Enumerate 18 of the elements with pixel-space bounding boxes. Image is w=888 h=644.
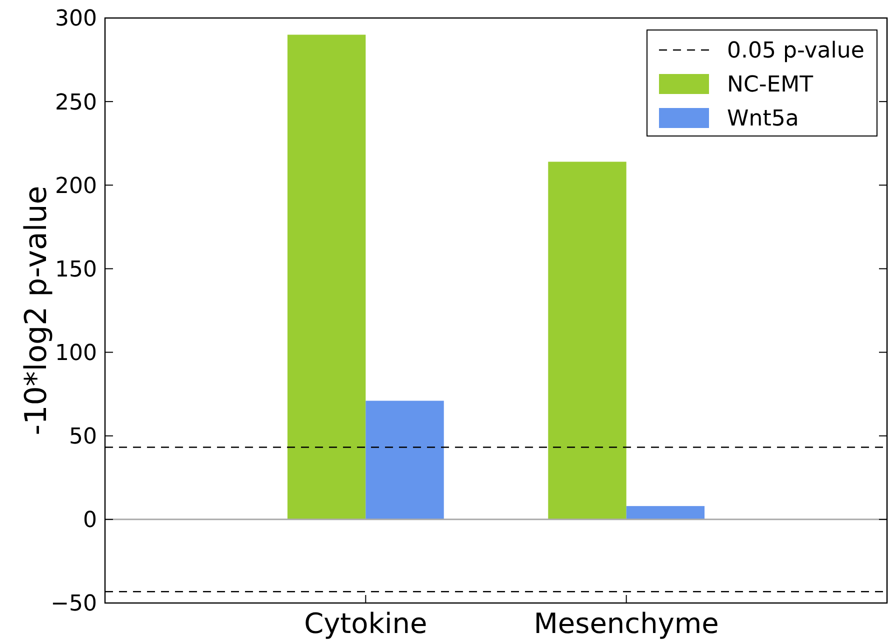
y-tick-label: 0 bbox=[83, 508, 97, 534]
bar bbox=[287, 34, 366, 520]
bar bbox=[548, 162, 626, 520]
x-tick-label: Cytokine bbox=[304, 607, 428, 640]
y-tick-label: −50 bbox=[50, 592, 97, 617]
bar bbox=[626, 506, 705, 520]
y-tick-label: 50 bbox=[69, 424, 97, 450]
x-tick-label: Mesenchyme bbox=[534, 607, 719, 640]
y-tick-label: 250 bbox=[55, 90, 97, 116]
y-tick-label: 100 bbox=[55, 340, 97, 366]
bar bbox=[366, 400, 444, 520]
legend-label: NC-EMT bbox=[727, 72, 814, 98]
y-tick-label: 150 bbox=[55, 257, 97, 282]
y-tick-label: 200 bbox=[55, 174, 97, 199]
y-tick-label: 300 bbox=[55, 6, 97, 32]
legend-label: Wnt5a bbox=[727, 106, 799, 132]
y-axis-title: -10*log2 p-value bbox=[19, 186, 54, 436]
legend-label: 0.05 p-value bbox=[727, 38, 864, 64]
